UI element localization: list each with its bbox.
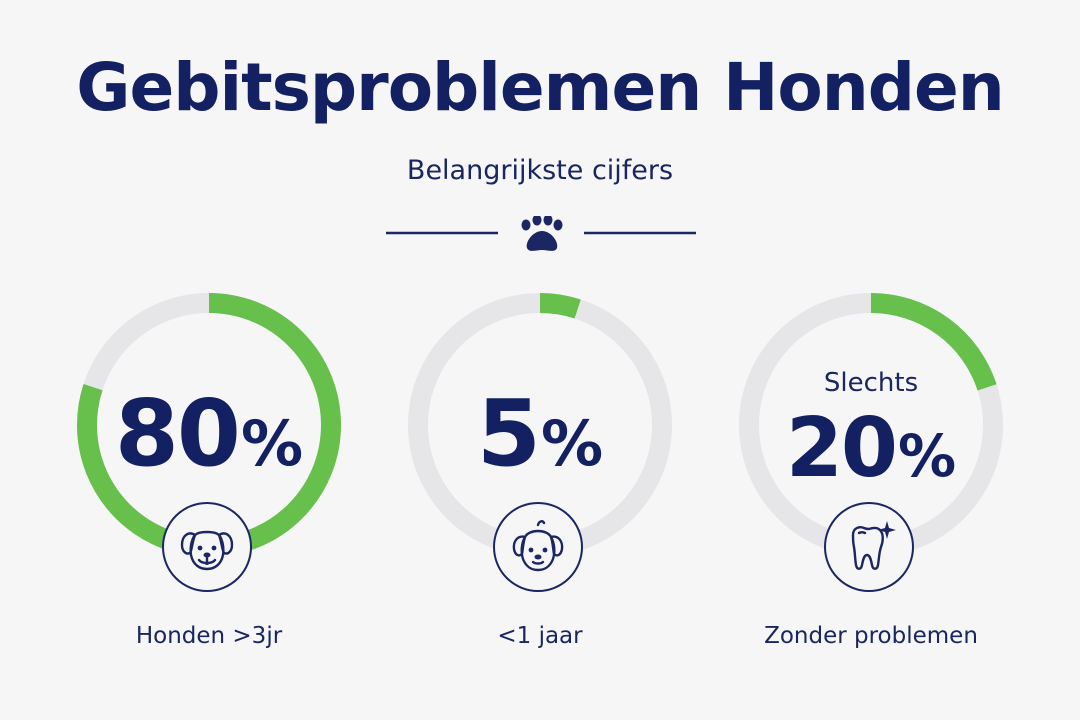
stat-card-3: Slechts 20% Zonder problemen [736, 290, 1006, 649]
stat-label: <1 jaar [497, 623, 583, 649]
stat-prefix: Slechts [823, 368, 919, 398]
dog-face-icon [162, 502, 252, 592]
stat-card-2: 5% <1 jaar [405, 290, 675, 649]
stat-unit: % [540, 407, 604, 480]
puppy-face-icon [493, 502, 583, 592]
divider [386, 216, 696, 251]
tooth-sparkle-icon [824, 502, 914, 592]
stat-number: 20 [785, 401, 898, 496]
stat-unit: % [898, 422, 957, 490]
stat-label: Zonder problemen [764, 623, 978, 649]
stat-number: 5 [476, 380, 541, 487]
stat-label: Honden >3jr [135, 623, 283, 649]
stat-value: 80% [74, 388, 344, 480]
stat-unit: % [240, 407, 304, 480]
ring-fill-20 [739, 293, 1003, 557]
stat-card-1: 80% Honden >3jr [74, 290, 344, 649]
page-title: Gebitsproblemen Honden [76, 49, 1004, 126]
stat-value: 5% [405, 388, 675, 480]
stat-number: 80 [114, 380, 241, 487]
paw-icon [521, 216, 563, 251]
ring-fill-5 [408, 293, 672, 557]
stat-value: 20% [736, 408, 1006, 490]
page-subtitle: Belangrijkste cijfers [406, 155, 674, 186]
